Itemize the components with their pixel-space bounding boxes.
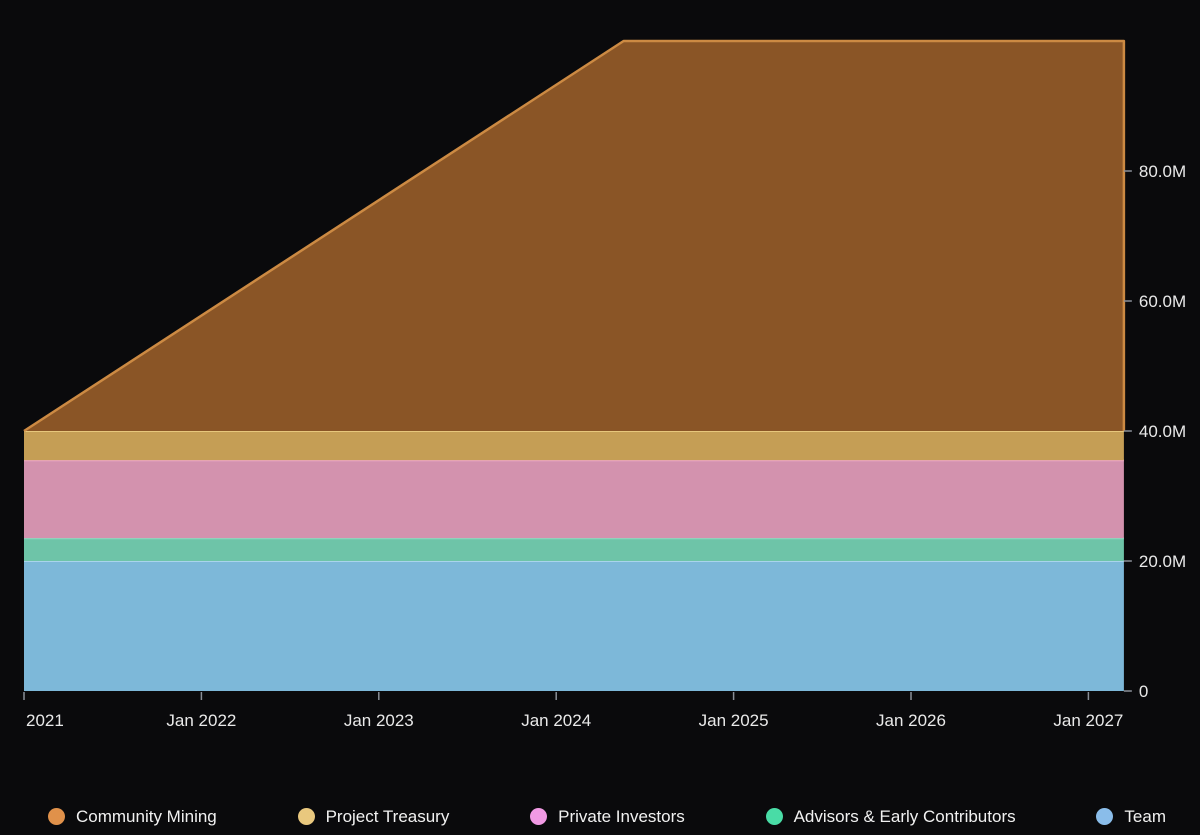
x-axis-label-jan-2024: Jan 2024: [521, 711, 591, 730]
legend-item-private-investors[interactable]: Private Investors: [530, 806, 685, 826]
legend-label-advisors-early-contributors: Advisors & Early Contributors: [793, 806, 1016, 826]
legend-label-private-investors: Private Investors: [558, 806, 685, 826]
x-axis-label-jan-2026: Jan 2026: [876, 711, 946, 730]
legend-swatch-project-treasury: [297, 807, 315, 825]
y-axis-label-80-0m: 80.0M: [1139, 162, 1186, 181]
area-advisors-early-contributors[interactable]: [24, 538, 1124, 561]
area-team[interactable]: [24, 561, 1124, 691]
x-axis-label-jan-2027: Jan 2027: [1053, 711, 1123, 730]
legend-swatch-advisors-early-contributors: [765, 807, 783, 825]
x-axis-label-jan-2025: Jan 2025: [699, 711, 769, 730]
area-private-investors[interactable]: [24, 460, 1124, 539]
legend-item-community-mining[interactable]: Community Mining: [48, 806, 217, 826]
x-axis-label-jan-2022: Jan 2022: [166, 711, 236, 730]
legend-swatch-private-investors: [530, 807, 548, 825]
legend-swatch-team: [1096, 807, 1114, 825]
series-line-community-mining: [23, 39, 1126, 433]
legend-item-team[interactable]: Team: [1096, 806, 1166, 826]
legend-item-project-treasury[interactable]: Project Treasury: [297, 806, 450, 826]
area-project-treasury[interactable]: [24, 431, 1124, 461]
y-axis-label-40-0m: 40.0M: [1139, 422, 1186, 441]
area-community-mining[interactable]: [24, 41, 1124, 431]
chart-legend: Community Mining Project Treasury Private …: [48, 799, 1166, 833]
x-axis-label-jan-2023: Jan 2023: [344, 711, 414, 730]
legend-label-team: Team: [1124, 806, 1166, 826]
x-axis-label-2021: 2021: [26, 711, 64, 730]
legend-label-community-mining: Community Mining: [76, 806, 217, 826]
y-axis-label-20-0m: 20.0M: [1139, 552, 1186, 571]
legend-item-advisors-early-contributors[interactable]: Advisors & Early Contributors: [765, 806, 1016, 826]
legend-label-project-treasury: Project Treasury: [325, 806, 450, 826]
y-axis-label-0: 0: [1139, 682, 1148, 701]
legend-swatch-community-mining: [48, 807, 65, 825]
y-axis-label-60-0m: 60.0M: [1139, 292, 1186, 311]
